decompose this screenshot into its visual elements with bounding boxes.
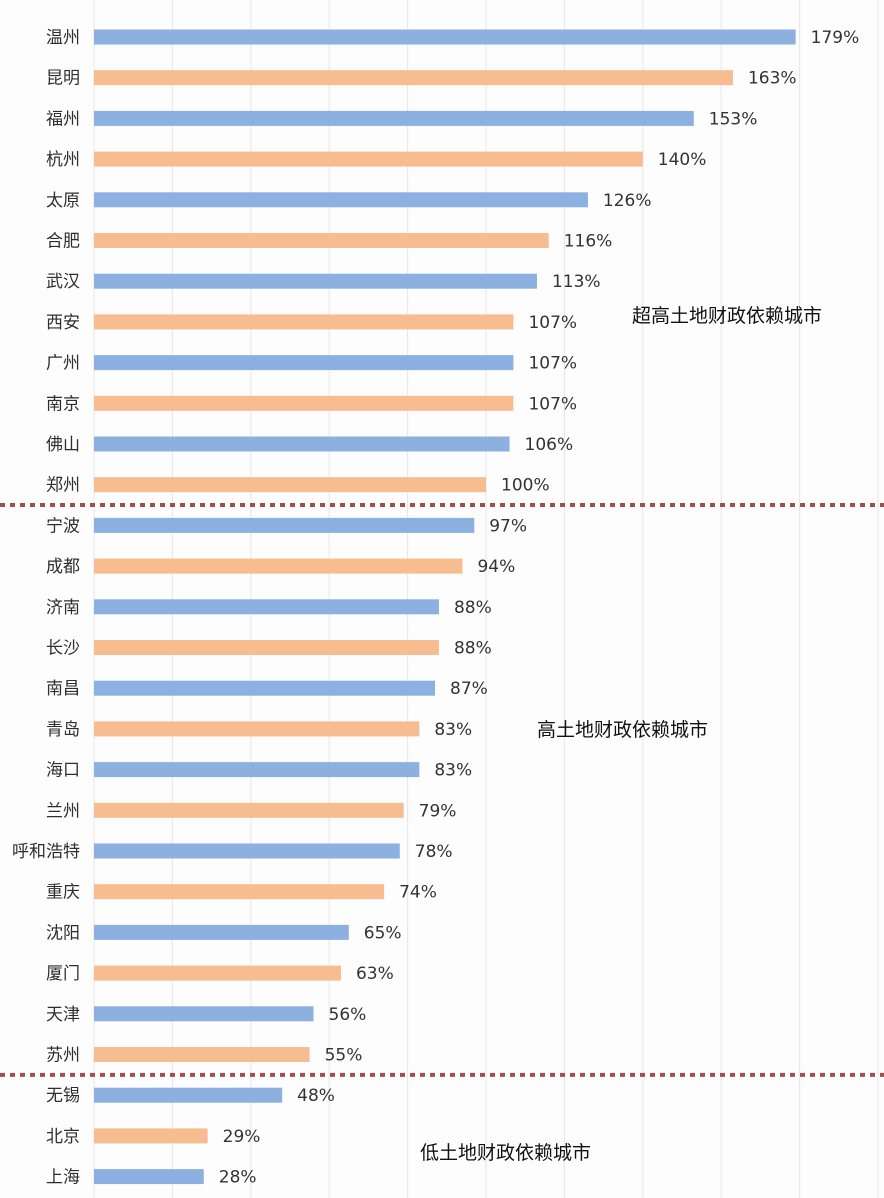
category-label: 无锡 — [46, 1086, 80, 1106]
category-label: 北京 — [46, 1127, 80, 1147]
data-label: 74% — [399, 883, 437, 903]
bar — [94, 517, 475, 533]
bar — [94, 762, 420, 778]
group-dividers — [0, 503, 884, 1077]
category-label: 南昌 — [46, 679, 80, 699]
category-label: 太原 — [46, 191, 80, 211]
bar — [94, 436, 510, 452]
bar — [94, 965, 341, 981]
bar — [94, 1128, 208, 1144]
category-label: 重庆 — [46, 883, 80, 903]
category-labels: 温州昆明福州杭州太原合肥武汉西安广州南京佛山郑州宁波成都济南长沙南昌青岛海口兰州… — [12, 28, 80, 1188]
category-label: 天津 — [46, 1005, 80, 1025]
bar — [94, 884, 385, 900]
data-label: 126% — [603, 191, 652, 211]
data-label: 29% — [223, 1127, 261, 1147]
category-label: 杭州 — [46, 150, 80, 170]
category-label: 福州 — [46, 109, 80, 129]
category-label: 郑州 — [46, 476, 80, 496]
data-label: 140% — [658, 150, 707, 170]
data-label: 83% — [434, 720, 472, 740]
bar — [94, 843, 400, 859]
bar — [94, 273, 537, 289]
category-label: 南京 — [46, 394, 80, 414]
category-label: 呼和浩特 — [12, 842, 80, 862]
category-label: 兰州 — [46, 801, 80, 821]
bar — [94, 680, 436, 696]
bar — [94, 721, 420, 737]
bar — [94, 640, 439, 655]
bar — [94, 802, 404, 818]
bar — [94, 29, 796, 45]
bar — [94, 192, 588, 208]
category-label: 济南 — [46, 598, 80, 618]
data-label: 97% — [489, 516, 527, 536]
data-label: 63% — [356, 964, 394, 984]
data-label: 107% — [528, 354, 577, 374]
data-label: 78% — [415, 842, 453, 862]
bar — [94, 1006, 314, 1022]
category-label: 广州 — [46, 354, 80, 374]
data-label: 28% — [219, 1168, 257, 1188]
category-label: 海口 — [46, 761, 80, 781]
data-label: 83% — [434, 761, 472, 781]
data-label: 107% — [528, 313, 577, 333]
category-label: 苏州 — [46, 1046, 80, 1066]
bar — [94, 1087, 283, 1103]
bar — [94, 1047, 310, 1062]
bar — [94, 151, 643, 167]
group-label: 高土地财政依赖城市 — [537, 719, 708, 741]
bar — [94, 70, 733, 86]
category-label: 西安 — [46, 313, 80, 333]
data-label: 106% — [525, 435, 574, 455]
category-label: 合肥 — [46, 232, 80, 252]
category-label: 长沙 — [46, 639, 80, 659]
data-label: 56% — [329, 1005, 367, 1025]
bar — [94, 924, 349, 940]
data-label: 65% — [364, 923, 402, 943]
data-label: 88% — [454, 639, 492, 659]
category-label: 沈阳 — [46, 923, 80, 943]
category-label: 青岛 — [46, 720, 80, 740]
bars — [94, 29, 796, 1185]
bar — [94, 599, 439, 615]
data-label: 100% — [501, 476, 550, 496]
data-label: 179% — [811, 28, 860, 48]
data-label: 116% — [564, 232, 613, 252]
group-label: 低土地财政依赖城市 — [420, 1142, 591, 1164]
data-label: 87% — [450, 679, 488, 699]
category-label: 佛山 — [46, 435, 80, 455]
data-label: 163% — [748, 69, 797, 89]
data-label: 153% — [709, 109, 758, 129]
data-label: 79% — [419, 801, 457, 821]
category-label: 昆明 — [46, 69, 80, 89]
bar — [94, 314, 514, 330]
data-label: 107% — [528, 394, 577, 414]
data-label: 48% — [297, 1086, 335, 1106]
bar — [94, 233, 549, 248]
category-label: 成都 — [46, 557, 80, 577]
category-label: 武汉 — [46, 272, 80, 292]
category-label: 上海 — [46, 1168, 80, 1188]
bar — [94, 110, 694, 126]
data-label: 113% — [552, 272, 601, 292]
group-label: 超高土地财政依赖城市 — [632, 305, 822, 327]
bar — [94, 477, 486, 493]
bar — [94, 395, 514, 411]
bar — [94, 1169, 204, 1185]
category-label: 厦门 — [46, 964, 80, 984]
value-labels: 179% 163% 153% 140% 126% 116% 113% 107% 107% 107%… — [219, 28, 860, 1188]
data-label: 55% — [325, 1046, 363, 1066]
data-label: 88% — [454, 598, 492, 618]
category-label: 温州 — [46, 28, 80, 48]
bar — [94, 558, 463, 574]
data-label: 94% — [477, 557, 515, 577]
category-label: 宁波 — [46, 516, 80, 536]
bar — [94, 355, 514, 371]
